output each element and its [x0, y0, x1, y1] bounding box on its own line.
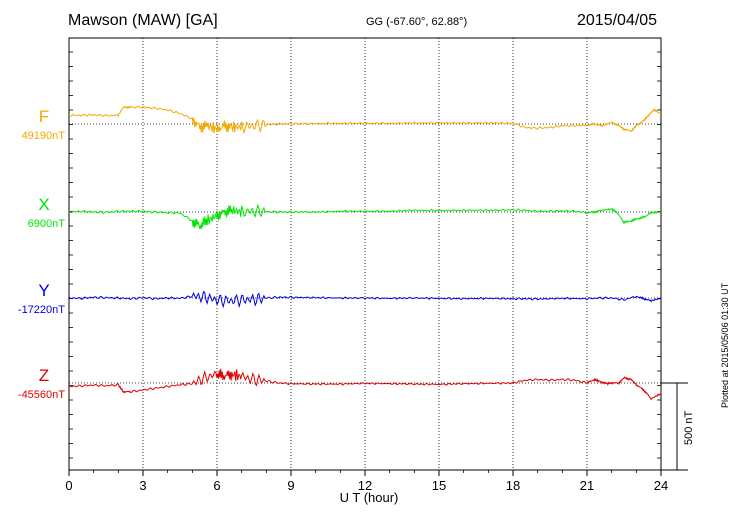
x-tick-label: 0	[65, 478, 72, 493]
series-line-x	[68, 203, 662, 230]
series-name-y: Y	[38, 281, 49, 300]
series-layer	[68, 105, 662, 401]
station-coordinates: GG (-67.60°, 62.88°)	[366, 16, 468, 28]
series-line-z	[68, 368, 662, 401]
series-line-y	[68, 291, 662, 309]
series-baseline-f: 49190nT	[22, 130, 66, 142]
station-title: Mawson (MAW) [GA]	[68, 12, 218, 29]
series-name-f: F	[39, 107, 49, 126]
x-tick-label: 15	[432, 478, 446, 493]
series-baseline-x: 6900nT	[28, 218, 66, 230]
x-tick-label: 9	[287, 478, 294, 493]
x-tick-label: 18	[506, 478, 520, 493]
series-name-x: X	[38, 195, 49, 214]
x-tick-label: 21	[580, 478, 594, 493]
scale-bar: 500 nT	[661, 382, 695, 471]
x-tick-label: 3	[139, 478, 146, 493]
scale-bar-label: 500 nT	[683, 410, 695, 445]
plotted-timestamp: Plotted at 2015/05/06 01:30 UT	[720, 282, 730, 408]
plot-date: 2015/04/05	[577, 12, 658, 29]
x-axis-label: U T (hour)	[339, 490, 399, 505]
x-tick-label: 12	[358, 478, 372, 493]
series-name-z: Z	[39, 366, 49, 385]
series-line-f	[68, 105, 662, 135]
series-baseline-y: -17220nT	[18, 304, 65, 316]
x-tick-label: 24	[654, 478, 668, 493]
series-baseline-z: -45560nT	[18, 389, 65, 401]
label-layer: 0 3 6 9 12 15 18 21 24 F 49190nT X 6900nT Y -17220nT Z -…	[18, 107, 668, 493]
grid-layer	[69, 38, 661, 470]
plot-frame	[68, 37, 662, 476]
x-tick-label: 6	[213, 478, 220, 493]
